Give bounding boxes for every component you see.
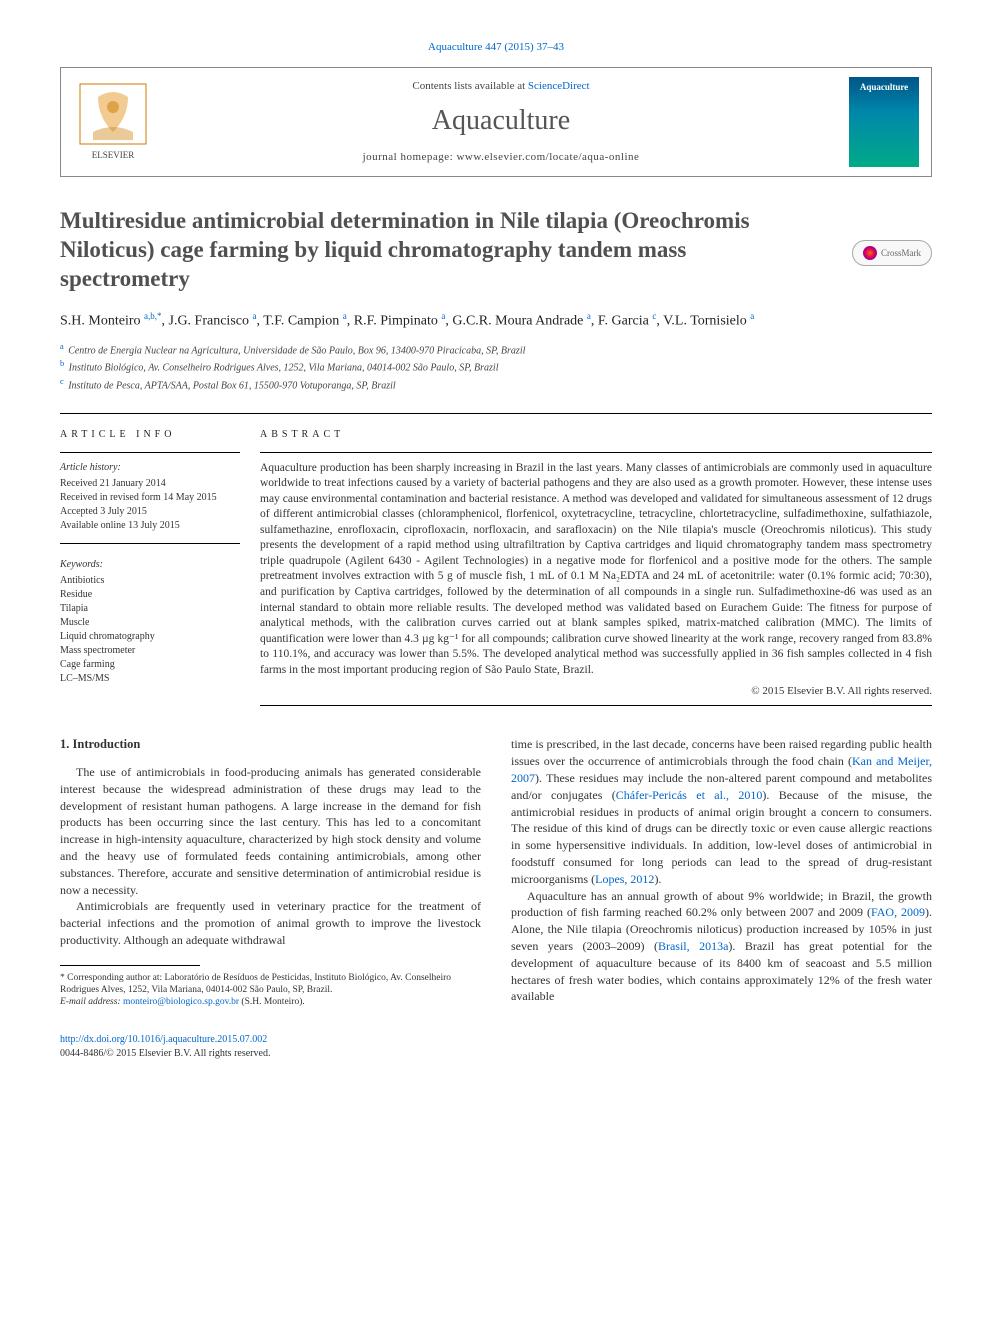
keywords-label: Keywords: <box>60 558 240 572</box>
abstract-heading: ABSTRACT <box>260 428 932 442</box>
sciencedirect-link[interactable]: ScienceDirect <box>528 80 590 92</box>
keyword: Mass spectrometer <box>60 644 240 658</box>
keyword: Cage farming <box>60 658 240 672</box>
doi-link[interactable]: http://dx.doi.org/10.1016/j.aquaculture.… <box>60 1034 267 1045</box>
citation-link[interactable]: Aquaculture 447 (2015) 37–43 <box>428 41 564 53</box>
ref-link[interactable]: Brasil, 2013a <box>658 939 728 953</box>
keyword: Tilapia <box>60 602 240 616</box>
ref-link[interactable]: Lopes, 2012 <box>595 872 654 886</box>
intro-paragraph-3: time is prescribed, in the last decade, … <box>511 736 932 887</box>
keyword: Muscle <box>60 616 240 630</box>
email-suffix: (S.H. Monteiro). <box>239 997 305 1007</box>
homepage-prefix: journal homepage: <box>363 151 457 163</box>
body-column-right: time is prescribed, in the last decade, … <box>511 736 932 1008</box>
body-columns: 1. Introduction The use of antimicrobial… <box>60 736 932 1008</box>
elsevier-logo: ELSEVIER <box>73 77 153 167</box>
header-center: Contents lists available at ScienceDirec… <box>153 79 849 165</box>
affiliations: a Centro de Energia Nuclear na Agricultu… <box>60 341 932 393</box>
homepage-url[interactable]: www.elsevier.com/locate/aqua-online <box>456 151 639 163</box>
corr-label: * Corresponding author at: <box>60 973 162 983</box>
text-run: ). Because of the misuse, the antimicrob… <box>511 788 932 886</box>
history-line: Accepted 3 July 2015 <box>60 505 240 519</box>
info-abstract-row: ARTICLE INFO Article history: Received 2… <box>60 413 932 707</box>
keyword: Residue <box>60 588 240 602</box>
body-column-left: 1. Introduction The use of antimicrobial… <box>60 736 481 1008</box>
journal-cover-thumbnail: Aquaculture <box>849 77 919 167</box>
history-line: Received in revised form 14 May 2015 <box>60 491 240 505</box>
history-label: Article history: <box>60 461 240 475</box>
abstract-copyright: © 2015 Elsevier B.V. All rights reserved… <box>260 684 932 699</box>
corresponding-author-footnote: * Corresponding author at: Laboratório d… <box>60 972 481 1009</box>
citation-line: Aquaculture 447 (2015) 37–43 <box>60 40 932 55</box>
section-heading-introduction: 1. Introduction <box>60 736 481 754</box>
homepage-line: journal homepage: www.elsevier.com/locat… <box>153 150 849 165</box>
cover-label: Aquaculture <box>860 81 908 94</box>
article-title: Multiresidue antimicrobial determination… <box>60 207 820 293</box>
keyword: Antibiotics <box>60 574 240 588</box>
abstract-column: ABSTRACT Aquaculture production has been… <box>260 428 932 707</box>
history-lines: Received 21 January 2014Received in revi… <box>60 477 240 533</box>
keywords-list: AntibioticsResidueTilapiaMuscleLiquid ch… <box>60 574 240 686</box>
keywords-block: Keywords: AntibioticsResidueTilapiaMuscl… <box>60 558 240 686</box>
affiliation-line: c Instituto de Pesca, APTA/SAA, Postal B… <box>60 376 932 393</box>
affiliation-line: b Instituto Biológico, Av. Conselheiro R… <box>60 358 932 375</box>
ref-link[interactable]: FAO, 2009 <box>871 905 925 919</box>
svg-text:ELSEVIER: ELSEVIER <box>92 150 135 160</box>
history-line: Received 21 January 2014 <box>60 477 240 491</box>
corr-email-link[interactable]: monteiro@biologico.sp.gov.br <box>123 997 239 1007</box>
issn-copyright: 0044-8486/© 2015 Elsevier B.V. All right… <box>60 1047 932 1061</box>
journal-header: ELSEVIER Contents lists available at Sci… <box>60 67 932 177</box>
page-footer: http://dx.doi.org/10.1016/j.aquaculture.… <box>60 1033 932 1061</box>
history-line: Available online 13 July 2015 <box>60 519 240 533</box>
article-info: ARTICLE INFO Article history: Received 2… <box>60 428 260 707</box>
text-run: Aquaculture has an annual growth of abou… <box>511 889 932 920</box>
contents-line: Contents lists available at ScienceDirec… <box>153 79 849 94</box>
keyword: Liquid chromatography <box>60 630 240 644</box>
author-list: S.H. Monteiro a,b,*, J.G. Francisco a, T… <box>60 310 932 331</box>
text-run: ). <box>654 872 661 886</box>
affiliation-line: a Centro de Energia Nuclear na Agricultu… <box>60 341 932 358</box>
footnote-separator <box>60 965 200 966</box>
email-label: E-mail address: <box>60 997 123 1007</box>
abstract-text: Aquaculture production has been sharply … <box>260 461 932 678</box>
crossmark-badge[interactable]: CrossMark <box>852 240 932 266</box>
keyword: LC–MS/MS <box>60 672 240 686</box>
ref-link[interactable]: Cháfer-Pericás et al., 2010 <box>616 788 763 802</box>
intro-paragraph-2: Antimicrobials are frequently used in ve… <box>60 898 481 948</box>
contents-prefix: Contents lists available at <box>412 80 527 92</box>
article-info-heading: ARTICLE INFO <box>60 428 240 442</box>
journal-name: Aquaculture <box>153 101 849 140</box>
intro-paragraph-4: Aquaculture has an annual growth of abou… <box>511 888 932 1006</box>
intro-paragraph-1: The use of antimicrobials in food-produc… <box>60 764 481 898</box>
